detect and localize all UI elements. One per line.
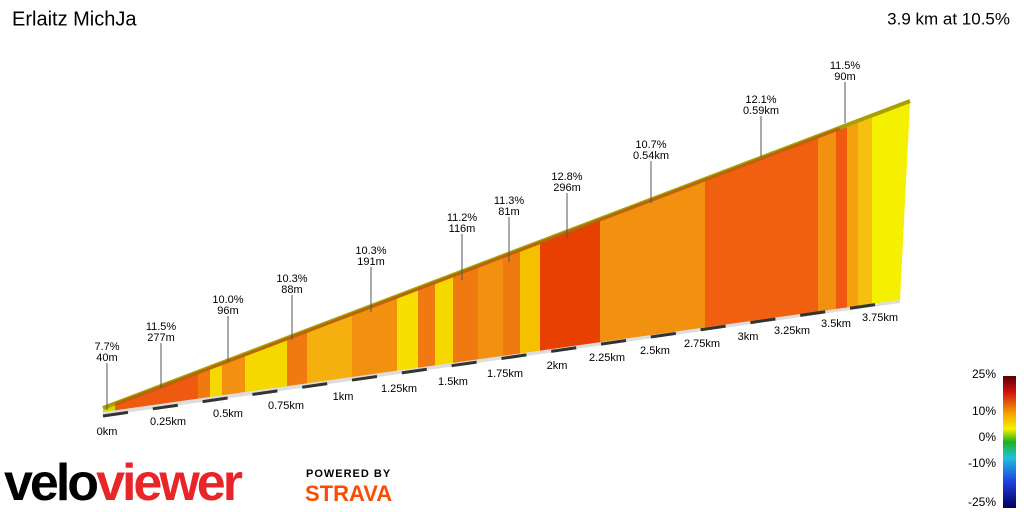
strava: STRAVA	[305, 481, 392, 506]
profile-segment	[705, 137, 818, 329]
distance-label: 2.25km	[589, 352, 625, 364]
annotation-gradient: 10.3%	[355, 245, 386, 257]
profile-segment	[198, 369, 210, 402]
distance-label: 0.25km	[150, 416, 186, 428]
profile-segment	[872, 103, 910, 305]
profile-segment	[307, 315, 352, 386]
distance-label: 0.5km	[213, 408, 243, 420]
legend-label: 0%	[979, 430, 997, 444]
logo-viewer: viewer	[96, 454, 243, 512]
annotation-length: 0.59km	[743, 105, 779, 117]
profile-segment	[503, 251, 520, 358]
profile	[102, 99, 911, 418]
distance-label: 2.5km	[640, 345, 670, 357]
annotation-gradient: 11.5%	[146, 321, 177, 333]
base-dash	[451, 360, 477, 368]
annotation-length: 96m	[217, 305, 238, 317]
annotation-gradient: 11.5%	[830, 60, 861, 72]
annotation-length: 296m	[553, 182, 581, 194]
profile-segment	[352, 298, 397, 380]
profile-segment	[520, 243, 540, 355]
annotation-length: 116m	[449, 223, 476, 235]
profile-segment	[418, 283, 435, 370]
annotation-length: 40m	[96, 352, 117, 364]
annotation-length: 81m	[498, 206, 519, 218]
base-dash	[102, 410, 129, 418]
distance-label: 1.5km	[438, 376, 468, 388]
profile-ridge-red	[114, 127, 841, 406]
annotation-gradient: 12.8%	[551, 171, 582, 183]
profile-segment	[847, 122, 858, 308]
base-dash	[849, 303, 876, 310]
profile-segment	[435, 276, 453, 368]
profile-segment	[222, 355, 245, 398]
powered-by: POWERED BY	[306, 468, 391, 480]
profile-segment	[453, 267, 478, 365]
distance-label: 1km	[333, 391, 354, 403]
base-dash	[501, 353, 527, 360]
legend: 25% 10% 0% -10% -25%	[968, 367, 996, 509]
distance-label: 1.75km	[487, 368, 523, 380]
profile-segment	[836, 126, 847, 310]
annotation-length: 90m	[834, 71, 855, 83]
annotation-gradient: 12.1%	[745, 94, 776, 106]
distance-label: 2km	[547, 360, 568, 372]
annotation-gradient: 10.3%	[276, 273, 307, 285]
profile-segment	[600, 180, 705, 344]
base-dash	[252, 389, 278, 396]
base-dash	[550, 346, 577, 353]
annotation-length: 277m	[147, 332, 175, 344]
legend-label: -25%	[968, 495, 996, 509]
base-dash	[351, 374, 378, 382]
base-dash	[401, 367, 428, 375]
profile-segment	[540, 220, 600, 352]
annotation-gradient: 7.7%	[94, 341, 119, 353]
logo-velo: velo	[4, 454, 97, 512]
annotation-gradient: 11.2%	[447, 212, 478, 224]
distance-axis: 0km 0.25km 0.5km 0.75km 1km 1.25km 1.5km 1.75km…	[97, 312, 898, 438]
annotation-length: 191m	[357, 256, 385, 268]
legend-label: 10%	[972, 404, 996, 418]
distance-label: 0km	[97, 426, 118, 438]
base-dash	[152, 403, 179, 411]
annotation-gradient: 10.7%	[635, 139, 666, 151]
legend-label: 25%	[972, 367, 996, 381]
annotation-gradient: 11.3%	[494, 195, 525, 207]
distance-label: 2.75km	[684, 338, 720, 350]
annotations: 7.7%40m11.5%277m10.0%96m10.3%88m10.3%191…	[94, 60, 860, 410]
title: Erlaitz MichJa	[12, 8, 137, 30]
annotation-length: 88m	[281, 284, 302, 296]
profile-segment	[858, 117, 872, 307]
profile-segment	[287, 332, 307, 389]
distance-label: 3.75km	[862, 312, 898, 324]
base-dash	[700, 324, 726, 332]
base-dash	[799, 310, 826, 317]
profile-segment	[245, 340, 287, 395]
distance-label: 3.5km	[821, 318, 851, 330]
gradient-scale	[1003, 376, 1016, 508]
profile-segment	[210, 364, 222, 400]
base-dash	[600, 339, 627, 346]
profile-segment	[478, 257, 503, 361]
distance-label: 0.75km	[268, 400, 304, 412]
legend-label: -10%	[968, 456, 996, 470]
annotation-gradient: 10.0%	[212, 294, 243, 306]
base-dash	[750, 317, 776, 325]
base-dash	[650, 331, 677, 339]
distance-label: 3km	[738, 331, 759, 343]
profile-segment	[818, 131, 836, 312]
base-dash	[202, 396, 228, 404]
profile-segment	[397, 290, 418, 373]
summary: 3.9 km at 10.5%	[887, 9, 1010, 28]
distance-label: 1.25km	[381, 383, 417, 395]
distance-label: 3.25km	[774, 325, 810, 337]
annotation-length: 0.54km	[633, 150, 669, 162]
base-dash	[301, 382, 328, 389]
logo: veloviewer	[4, 454, 243, 512]
